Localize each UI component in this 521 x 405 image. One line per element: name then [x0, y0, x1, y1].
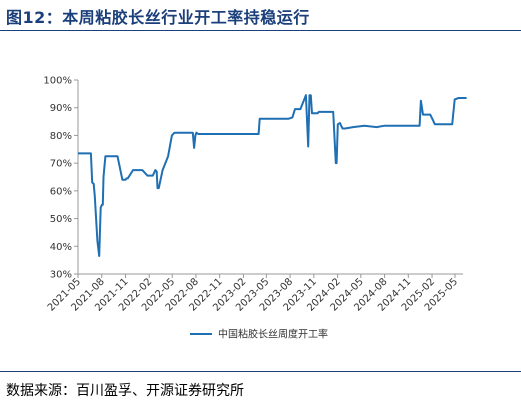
line-chart: 30%40%50%60%70%80%90%100%2021-052021-082…	[43, 76, 467, 341]
y-tick-label: 80%	[50, 131, 72, 142]
source-divider	[0, 371, 521, 372]
axis-layer: 30%40%50%60%70%80%90%100%2021-052021-082…	[43, 76, 463, 314]
y-tick-label: 70%	[50, 159, 72, 170]
figure-title: 图12：本周粘胶长丝行业开工率持稳运行	[6, 8, 310, 27]
y-tick-label: 100%	[43, 76, 72, 87]
source-note: 数据来源：百川盈孚、开源证券研究所	[6, 383, 244, 399]
y-tick-label: 60%	[50, 186, 72, 197]
y-tick-label: 90%	[50, 103, 72, 114]
y-tick-label: 30%	[50, 270, 72, 281]
series-line-0	[78, 94, 467, 257]
y-tick-label: 40%	[50, 242, 72, 253]
chart-legend: 中国粘胶长丝周度开工率	[190, 328, 328, 341]
legend-label: 中国粘胶长丝周度开工率	[218, 328, 328, 341]
y-tick-label: 50%	[50, 214, 72, 225]
title-divider	[0, 30, 521, 31]
plot-area	[78, 94, 467, 257]
